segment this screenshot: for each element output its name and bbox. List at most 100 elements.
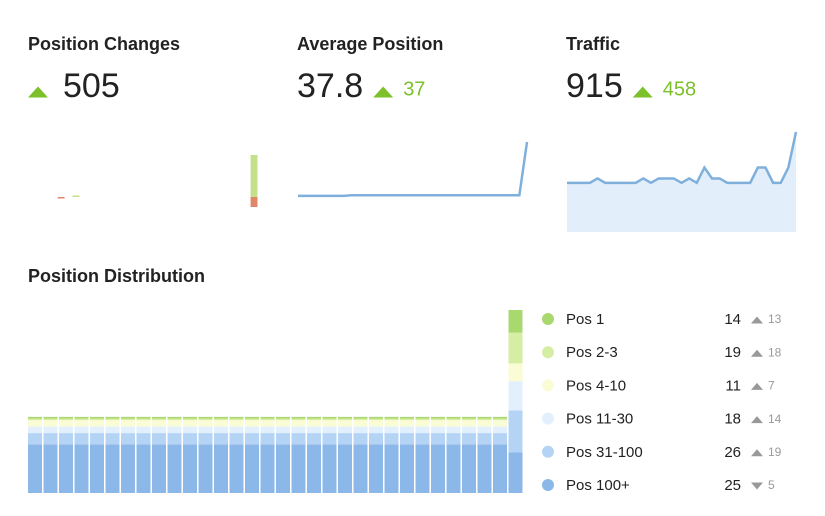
bar-segment: [384, 416, 399, 419]
bar-segment: [384, 420, 399, 427]
bar-segment: [369, 433, 383, 445]
kpi-value: 37.8: [297, 67, 363, 105]
bar-segment: [152, 444, 166, 493]
bar-segment: [28, 416, 42, 419]
legend-value: 26: [724, 444, 741, 461]
bar-segment: [477, 416, 492, 419]
bar-segment: [369, 416, 383, 419]
bar-segment: [28, 433, 42, 445]
bar-segment: [400, 420, 414, 427]
bar-segment: [74, 416, 89, 419]
bar-segment: [214, 416, 228, 419]
bar-segment: [43, 420, 58, 427]
bar-segment: [322, 416, 337, 419]
bar-segment: [384, 418, 399, 421]
bar-segment: [105, 416, 120, 419]
bar-segment: [28, 426, 42, 434]
bar-segment: [229, 418, 244, 421]
bar-segment: [90, 426, 104, 434]
bar: [250, 197, 258, 207]
bar-segment: [338, 433, 352, 445]
bar-segment: [152, 426, 166, 434]
card-title: Position Changes: [28, 34, 180, 54]
bar-segment: [369, 420, 383, 427]
bar: [57, 197, 65, 199]
bar-segment: [183, 444, 197, 493]
legend-value: 25: [724, 477, 741, 494]
bar-segment: [43, 433, 58, 445]
bar-segment: [477, 433, 492, 445]
bar-segment: [322, 420, 337, 427]
bar-segment: [43, 444, 58, 493]
bar-segment: [493, 433, 507, 445]
bar-segment: [136, 444, 151, 493]
bar-segment: [400, 418, 414, 421]
bar-segment: [291, 433, 306, 445]
bar-segment: [105, 433, 120, 445]
bar-segment: [167, 444, 182, 493]
bar-segment: [229, 426, 244, 434]
bar-segment: [353, 444, 368, 493]
bar-segment: [260, 418, 275, 421]
bar-segment: [214, 433, 228, 445]
bar-segment: [136, 420, 151, 427]
legend-dot: [542, 412, 554, 425]
bar-segment: [462, 444, 476, 493]
line: [567, 131, 798, 185]
change-arrow: [751, 482, 763, 490]
bar-segment: [307, 416, 321, 419]
bar-segment: [431, 444, 445, 493]
bar-segment: [291, 420, 306, 427]
legend-dot: [542, 445, 554, 458]
legend-change: 14: [768, 412, 782, 426]
bar-segment: [90, 418, 104, 421]
bar-segment: [74, 444, 89, 493]
legend-change: 18: [768, 345, 782, 359]
bar-segment: [446, 433, 461, 445]
bar-segment: [90, 420, 104, 427]
bar-segment: [493, 426, 507, 434]
bar-segment: [121, 426, 135, 434]
bar-segment: [477, 420, 492, 427]
bar-segment: [105, 444, 120, 493]
bar-segment: [136, 433, 151, 445]
bar-segment: [152, 418, 166, 421]
bar-segment: [291, 418, 306, 421]
change-arrow: [751, 316, 763, 324]
bar-segment: [229, 444, 244, 493]
bar-segment: [276, 426, 290, 434]
bar: [250, 155, 258, 197]
legend-value: 18: [724, 411, 741, 428]
change-arrow: [751, 349, 763, 357]
bar-segment: [167, 420, 182, 427]
bar-segment: [322, 418, 337, 421]
bar-segment: [384, 444, 399, 493]
bar-segment: [400, 426, 414, 434]
kpi-value: 505: [63, 67, 120, 105]
legend-change: 7: [768, 379, 775, 393]
legend-dot: [542, 346, 554, 359]
bar-segment: [353, 420, 368, 427]
line: [298, 141, 529, 198]
bar-segment: [121, 444, 135, 493]
legend-dot: [542, 379, 554, 392]
bar-segment: [121, 418, 135, 421]
bar-segment: [74, 420, 89, 427]
bar-segment: [90, 416, 104, 419]
bar-segment: [276, 433, 290, 445]
bar-segment: [369, 444, 383, 493]
bar-segment: [198, 416, 213, 419]
kpi-change: 37: [403, 78, 425, 100]
bar-segment: [59, 418, 73, 421]
bar-segment: [152, 420, 166, 427]
bar-segment: [43, 426, 58, 434]
bar-segment: [462, 416, 476, 419]
bar-segment: [74, 418, 89, 421]
bar-segment: [276, 418, 290, 421]
bar-segment: [105, 418, 120, 421]
bar-segment: [28, 420, 42, 427]
kpi-change: 458: [663, 78, 696, 100]
bar-segment: [462, 426, 476, 434]
bar-segment: [446, 426, 461, 434]
